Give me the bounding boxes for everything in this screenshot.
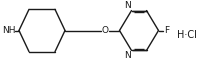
Text: N: N (125, 1, 131, 10)
Text: N: N (125, 51, 131, 60)
Text: O: O (102, 26, 108, 35)
Text: F: F (164, 26, 170, 35)
Text: NH: NH (2, 26, 16, 35)
Text: H·Cl: H·Cl (177, 30, 197, 40)
